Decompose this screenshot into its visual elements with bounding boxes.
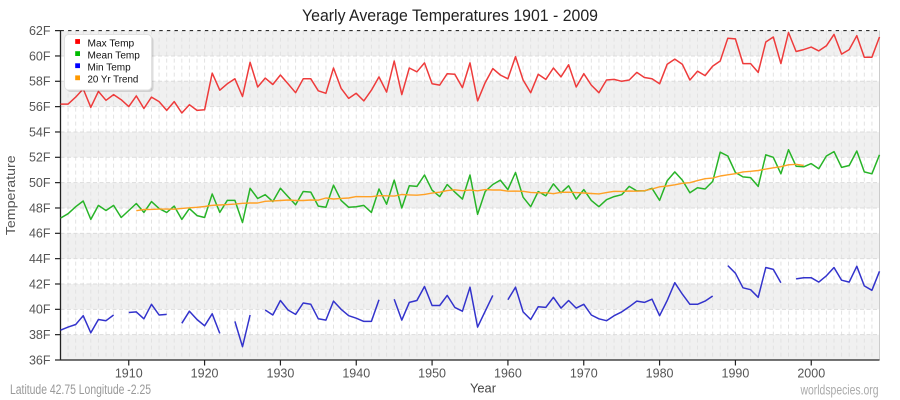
svg-text:1940: 1940 xyxy=(342,367,370,381)
svg-text:1920: 1920 xyxy=(191,367,219,381)
svg-text:50F: 50F xyxy=(29,176,51,190)
svg-text:52F: 52F xyxy=(29,151,51,165)
svg-text:Yearly Average Temperatures 19: Yearly Average Temperatures 1901 - 2009 xyxy=(302,6,598,25)
svg-text:2000: 2000 xyxy=(797,367,825,381)
svg-text:44F: 44F xyxy=(29,252,51,266)
svg-text:Temperature: Temperature xyxy=(4,155,18,235)
svg-text:Year: Year xyxy=(470,382,496,396)
svg-text:1970: 1970 xyxy=(570,367,598,381)
svg-text:36F: 36F xyxy=(29,353,51,367)
svg-text:1950: 1950 xyxy=(418,367,446,381)
svg-text:58F: 58F xyxy=(29,75,51,89)
svg-text:1930: 1930 xyxy=(267,367,295,381)
svg-text:1990: 1990 xyxy=(722,367,750,381)
svg-text:62F: 62F xyxy=(29,24,51,38)
svg-text:38F: 38F xyxy=(29,328,51,342)
svg-text:60F: 60F xyxy=(29,49,51,63)
svg-text:Latitude 42.75 Longitude -2.25: Latitude 42.75 Longitude -2.25 xyxy=(10,382,151,397)
svg-text:1910: 1910 xyxy=(115,367,143,381)
svg-text:54F: 54F xyxy=(29,125,51,139)
svg-text:46F: 46F xyxy=(29,227,51,241)
svg-text:40F: 40F xyxy=(29,303,51,317)
svg-text:1960: 1960 xyxy=(494,367,522,381)
svg-text:Mean Temp: Mean Temp xyxy=(88,50,141,61)
svg-text:1980: 1980 xyxy=(646,367,674,381)
svg-text:worldspecies.org: worldspecies.org xyxy=(800,383,879,398)
svg-text:Min Temp: Min Temp xyxy=(88,63,132,74)
svg-text:Max Temp: Max Temp xyxy=(88,38,135,49)
svg-text:48F: 48F xyxy=(29,201,51,215)
svg-text:56F: 56F xyxy=(29,100,51,114)
svg-text:42F: 42F xyxy=(29,277,51,291)
svg-text:20 Yr Trend: 20 Yr Trend xyxy=(88,75,139,86)
